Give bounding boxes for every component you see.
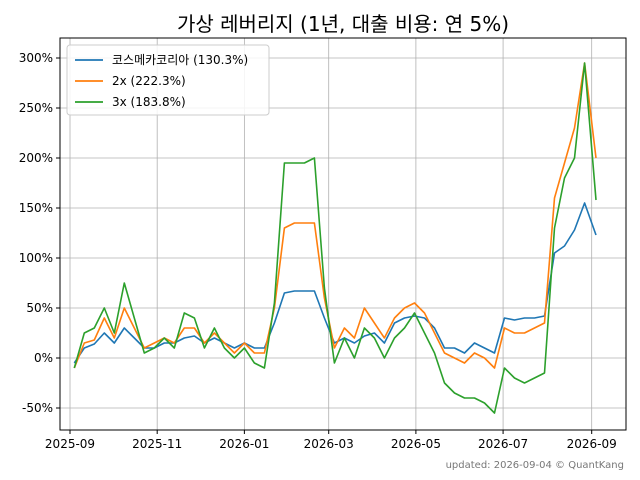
y-tick-label: 250% bbox=[19, 101, 53, 115]
y-tick-label: 200% bbox=[19, 151, 53, 165]
y-tick-label: -50% bbox=[22, 401, 53, 415]
y-tick-label: 300% bbox=[19, 51, 53, 65]
series-line-1 bbox=[73, 202, 597, 364]
series-line-2 bbox=[73, 62, 597, 369]
legend-label-1: 코스메카코리아 (130.3%) bbox=[112, 53, 248, 67]
legend: 코스메카코리아 (130.3%) 2x (222.3%) 3x (183.8%) bbox=[66, 44, 270, 116]
plot-frame bbox=[59, 37, 627, 431]
series-line-3 bbox=[73, 62, 597, 414]
y-axis: -50% 0% 50% 100% 150% 200% 250% 300% bbox=[19, 51, 60, 415]
y-tick-label: 150% bbox=[19, 201, 53, 215]
x-tick-label: 2025-11 bbox=[132, 437, 182, 451]
y-tick-label: 100% bbox=[19, 251, 53, 265]
x-tick-label: 2026-09 bbox=[567, 437, 617, 451]
legend-label-2: 2x (222.3%) bbox=[112, 74, 186, 88]
footer-credit: updated: 2026-09-04 © QuantKang bbox=[446, 460, 624, 471]
x-tick-label: 2026-07 bbox=[478, 437, 528, 451]
x-tick-label: 2025-09 bbox=[45, 437, 95, 451]
gridlines bbox=[60, 38, 626, 430]
x-axis: 2025-09 2025-11 2026-01 2026-03 2026-05 2026-… bbox=[45, 430, 617, 451]
x-tick-label: 2026-03 bbox=[304, 437, 354, 451]
legend-box bbox=[66, 44, 270, 116]
y-tick-label: 0% bbox=[34, 351, 53, 365]
y-tick-label: 50% bbox=[26, 301, 53, 315]
chart-title: 가상 레버리지 (1년, 대출 비용: 연 5%) bbox=[177, 12, 509, 36]
series-lines bbox=[73, 62, 597, 414]
x-tick-label: 2026-01 bbox=[219, 437, 269, 451]
x-tick-label: 2026-05 bbox=[391, 437, 441, 451]
legend-label-3: 3x (183.8%) bbox=[112, 95, 186, 109]
